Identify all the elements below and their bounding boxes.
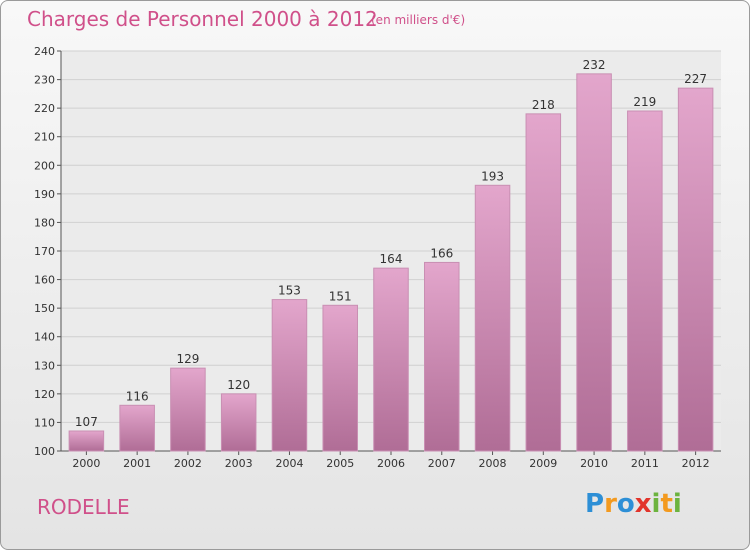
value-label-2010: 232	[583, 58, 606, 72]
bar-2001[interactable]	[119, 404, 155, 452]
value-label-2005: 151	[329, 289, 352, 303]
y-tick-label: 150	[34, 302, 55, 315]
value-label-2004: 153	[278, 284, 301, 298]
y-tick-label: 120	[34, 388, 55, 401]
bar-2007[interactable]	[424, 261, 460, 452]
x-tick-label: 2011	[631, 457, 659, 470]
x-tick-label: 2000	[72, 457, 100, 470]
bar-2006[interactable]	[373, 267, 409, 452]
value-label-2007: 166	[430, 246, 453, 260]
bar-2004[interactable]	[271, 299, 308, 452]
value-label-2008: 193	[481, 169, 504, 183]
bar-2005[interactable]	[322, 304, 358, 452]
value-label-2009: 218	[532, 98, 555, 112]
label-layer: 107 116 129 120 153 151 164 166 193 218 232 219 227	[75, 58, 707, 429]
bar-2011[interactable]	[627, 110, 663, 452]
x-tick-label: 2007	[428, 457, 456, 470]
bar-2002[interactable]	[170, 367, 206, 452]
y-tick-label: 230	[34, 74, 55, 87]
x-tick-label: 2003	[225, 457, 253, 470]
x-tick-label: 2008	[479, 457, 507, 470]
value-label-2003: 120	[227, 378, 250, 392]
bar-layer	[68, 73, 714, 452]
y-tick-label: 170	[34, 245, 55, 258]
value-label-2000: 107	[75, 415, 98, 429]
chart-title: Charges de Personnel 2000 à 2012	[27, 7, 378, 31]
bar-2003[interactable]	[220, 393, 257, 452]
bar-2009[interactable]	[525, 113, 562, 452]
value-label-2001: 116	[126, 389, 149, 403]
proxiti-logo[interactable]: Proxiti	[585, 489, 682, 519]
commune-name: RODELLE	[37, 495, 130, 519]
y-tick-label: 220	[34, 102, 55, 115]
value-label-2002: 129	[176, 352, 199, 366]
value-label-2012: 227	[684, 72, 707, 86]
x-tick-label: 2012	[682, 457, 710, 470]
x-tick-label: 2005	[326, 457, 354, 470]
bar-2008[interactable]	[474, 184, 511, 452]
x-tick-label: 2004	[275, 457, 303, 470]
y-tick-label: 210	[34, 131, 55, 144]
x-tick-label: 2010	[580, 457, 608, 470]
y-tick-label: 110	[34, 416, 55, 429]
y-tick-label: 140	[34, 331, 55, 344]
bar-2010[interactable]	[576, 73, 612, 452]
x-tick-label: 2002	[174, 457, 202, 470]
value-label-2006: 164	[380, 252, 403, 266]
y-tick-label: 240	[34, 45, 55, 58]
y-tick-label: 180	[34, 216, 55, 229]
value-label-2011: 219	[633, 95, 656, 109]
y-tick-label: 130	[34, 359, 55, 372]
bar-2000[interactable]	[68, 430, 105, 452]
bar-2012[interactable]	[677, 87, 714, 452]
chart-subtitle: (en milliers d'€)	[371, 13, 466, 27]
x-tick-label: 2006	[377, 457, 405, 470]
y-tick-label: 200	[34, 159, 55, 172]
x-tick-label: 2001	[123, 457, 151, 470]
y-tick-label: 190	[34, 188, 55, 201]
y-tick-label: 160	[34, 274, 55, 287]
y-tick-label: 100	[34, 445, 55, 458]
x-tick-label: 2009	[529, 457, 557, 470]
